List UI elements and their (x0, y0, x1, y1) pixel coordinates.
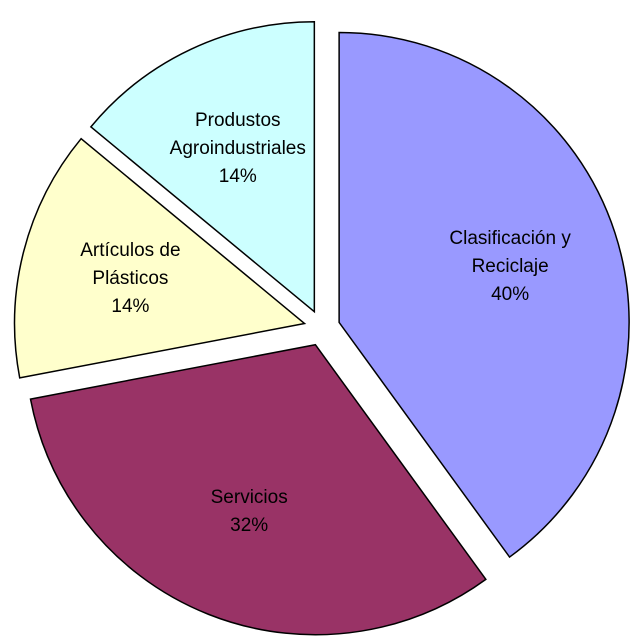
value-label: 40% (491, 283, 530, 305)
category-label: Produstos Agroindustriales (169, 110, 306, 160)
category-label: Clasificación y Reciclaje (449, 227, 571, 277)
pie-slice (29, 343, 487, 636)
slice-label: Clasificación y Reciclaje 40% (420, 225, 600, 309)
category-label: Servicios (210, 486, 288, 508)
slice-label: Artículos de Plásticos 14% (55, 237, 205, 321)
value-label: 14% (218, 166, 257, 188)
pie-slice (13, 137, 307, 379)
category-label: Artículos de Plásticos (80, 239, 181, 289)
slice-label: Produstos Agroindustriales 14% (153, 107, 323, 191)
value-label: 14% (111, 295, 150, 317)
slice-label: Servicios 32% (174, 484, 324, 540)
value-label: 32% (230, 514, 269, 536)
pie-slice (89, 20, 316, 314)
pie-slice (338, 31, 630, 559)
